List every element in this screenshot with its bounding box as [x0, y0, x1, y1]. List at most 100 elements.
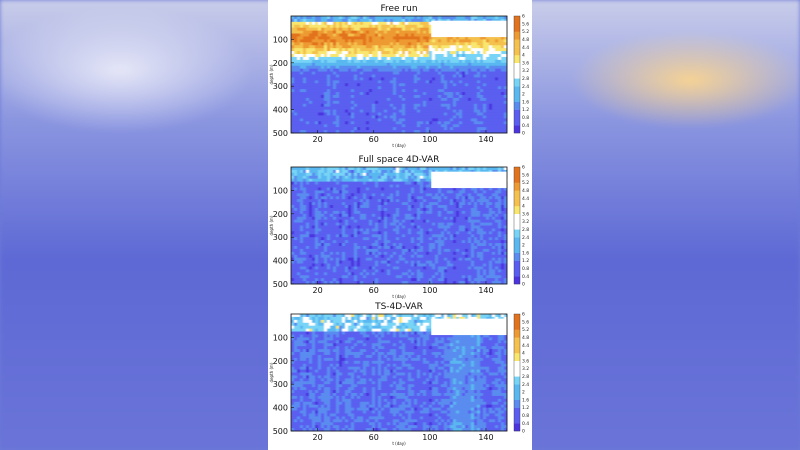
- heatmap-cell: [444, 202, 448, 206]
- heatmap-cell: [354, 248, 358, 253]
- heatmap-cell: [396, 237, 400, 241]
- heatmap-cell: [417, 27, 421, 32]
- heatmap-cell: [426, 281, 430, 285]
- heatmap-cell: [297, 127, 301, 131]
- heatmap-cell: [306, 202, 310, 206]
- heatmap-cell: [327, 263, 331, 267]
- heatmap-cell: [402, 193, 406, 197]
- heatmap-cell: [432, 130, 436, 134]
- heatmap-cell: [330, 245, 334, 250]
- heatmap-cell: [300, 77, 304, 81]
- heatmap-cell: [330, 92, 334, 96]
- heatmap-cell: [426, 257, 430, 261]
- heatmap-cell: [399, 234, 403, 238]
- heatmap-cell: [393, 27, 397, 32]
- heatmap-cell: [321, 65, 325, 70]
- heatmap-cell: [339, 190, 343, 194]
- heatmap-cell: [351, 39, 355, 43]
- heatmap-cell: [480, 51, 484, 55]
- heatmap-cell: [315, 68, 319, 72]
- heatmap-cell: [402, 21, 406, 26]
- heatmap-cell: [342, 237, 346, 241]
- heatmap-cell: [456, 56, 460, 61]
- heatmap-cell: [435, 167, 439, 171]
- heatmap-cell: [423, 36, 427, 40]
- heatmap-cell: [366, 80, 370, 84]
- heatmap-cell: [393, 254, 397, 259]
- heatmap-cell: [408, 68, 412, 72]
- heatmap-cell: [420, 175, 424, 180]
- heatmap-cell: [303, 199, 307, 203]
- heatmap-cell: [417, 263, 421, 267]
- heatmap-cell: [429, 281, 433, 285]
- heatmap-cell: [363, 36, 367, 40]
- heatmap-cell: [345, 269, 349, 273]
- heatmap-cell: [318, 234, 322, 238]
- heatmap-cell: [423, 127, 427, 131]
- heatmap-cell: [348, 237, 352, 241]
- heatmap-cell: [339, 109, 343, 113]
- heatmap-cell: [309, 115, 313, 119]
- heatmap-cell: [318, 196, 322, 200]
- heatmap-cell: [363, 16, 367, 20]
- heatmap-cell: [360, 234, 364, 238]
- heatmap-cell: [303, 231, 307, 235]
- heatmap-cell: [375, 193, 379, 197]
- heatmap-cell: [330, 106, 334, 110]
- heatmap-cell: [501, 80, 505, 84]
- heatmap-cell: [396, 56, 400, 61]
- heatmap-cell: [294, 127, 298, 131]
- heatmap-cell: [438, 92, 442, 96]
- heatmap-cell: [291, 175, 295, 180]
- heatmap-cell: [483, 94, 487, 99]
- heatmap-cell: [483, 83, 487, 87]
- heatmap-cell: [396, 48, 400, 52]
- heatmap-cell: [390, 190, 394, 194]
- heatmap-cell: [375, 240, 379, 244]
- heatmap-cell: [435, 16, 439, 20]
- heatmap-cell: [441, 65, 445, 70]
- heatmap-cell: [318, 94, 322, 99]
- heatmap-cell: [339, 263, 343, 267]
- heatmap-cell: [390, 231, 394, 235]
- heatmap-cell: [459, 42, 463, 46]
- heatmap-cell: [378, 56, 382, 61]
- heatmap-cell: [399, 213, 403, 218]
- heatmap-cell: [396, 178, 400, 183]
- heatmap-cell: [300, 205, 304, 209]
- heatmap-cell: [291, 219, 295, 223]
- heatmap-cell: [384, 80, 388, 84]
- heatmap-cell: [309, 103, 313, 108]
- heatmap-cell: [420, 33, 424, 37]
- heatmap-cell: [501, 94, 505, 99]
- heatmap-cell: [336, 24, 340, 29]
- heatmap-cell: [363, 222, 367, 226]
- heatmap-cell: [348, 68, 352, 72]
- heatmap-cell: [399, 251, 403, 256]
- heatmap-cell: [351, 207, 355, 212]
- heatmap-cell: [438, 83, 442, 87]
- heatmap-cell: [372, 121, 376, 125]
- heatmap-cell: [423, 103, 427, 108]
- heatmap-cell: [423, 254, 427, 259]
- heatmap-cell: [333, 231, 337, 235]
- heatmap-cell: [357, 71, 361, 75]
- heatmap-cell: [501, 103, 505, 108]
- heatmap-cell: [342, 167, 346, 171]
- heatmap-cell: [351, 18, 355, 23]
- heatmap-cell: [405, 172, 409, 177]
- heatmap-cell: [339, 202, 343, 206]
- heatmap-cell: [309, 94, 313, 99]
- heatmap-cell: [462, 106, 466, 110]
- heatmap-cell: [495, 83, 499, 87]
- heatmap-cell: [420, 269, 424, 273]
- heatmap-cell: [378, 100, 382, 105]
- heatmap-cell: [441, 222, 445, 226]
- heatmap-cell: [297, 51, 301, 55]
- heatmap-cell: [432, 248, 436, 253]
- heatmap-cell: [477, 39, 481, 43]
- heatmap-cell: [336, 178, 340, 183]
- heatmap-cell: [444, 97, 448, 102]
- heatmap-cell: [501, 54, 505, 58]
- heatmap-cell: [450, 100, 454, 105]
